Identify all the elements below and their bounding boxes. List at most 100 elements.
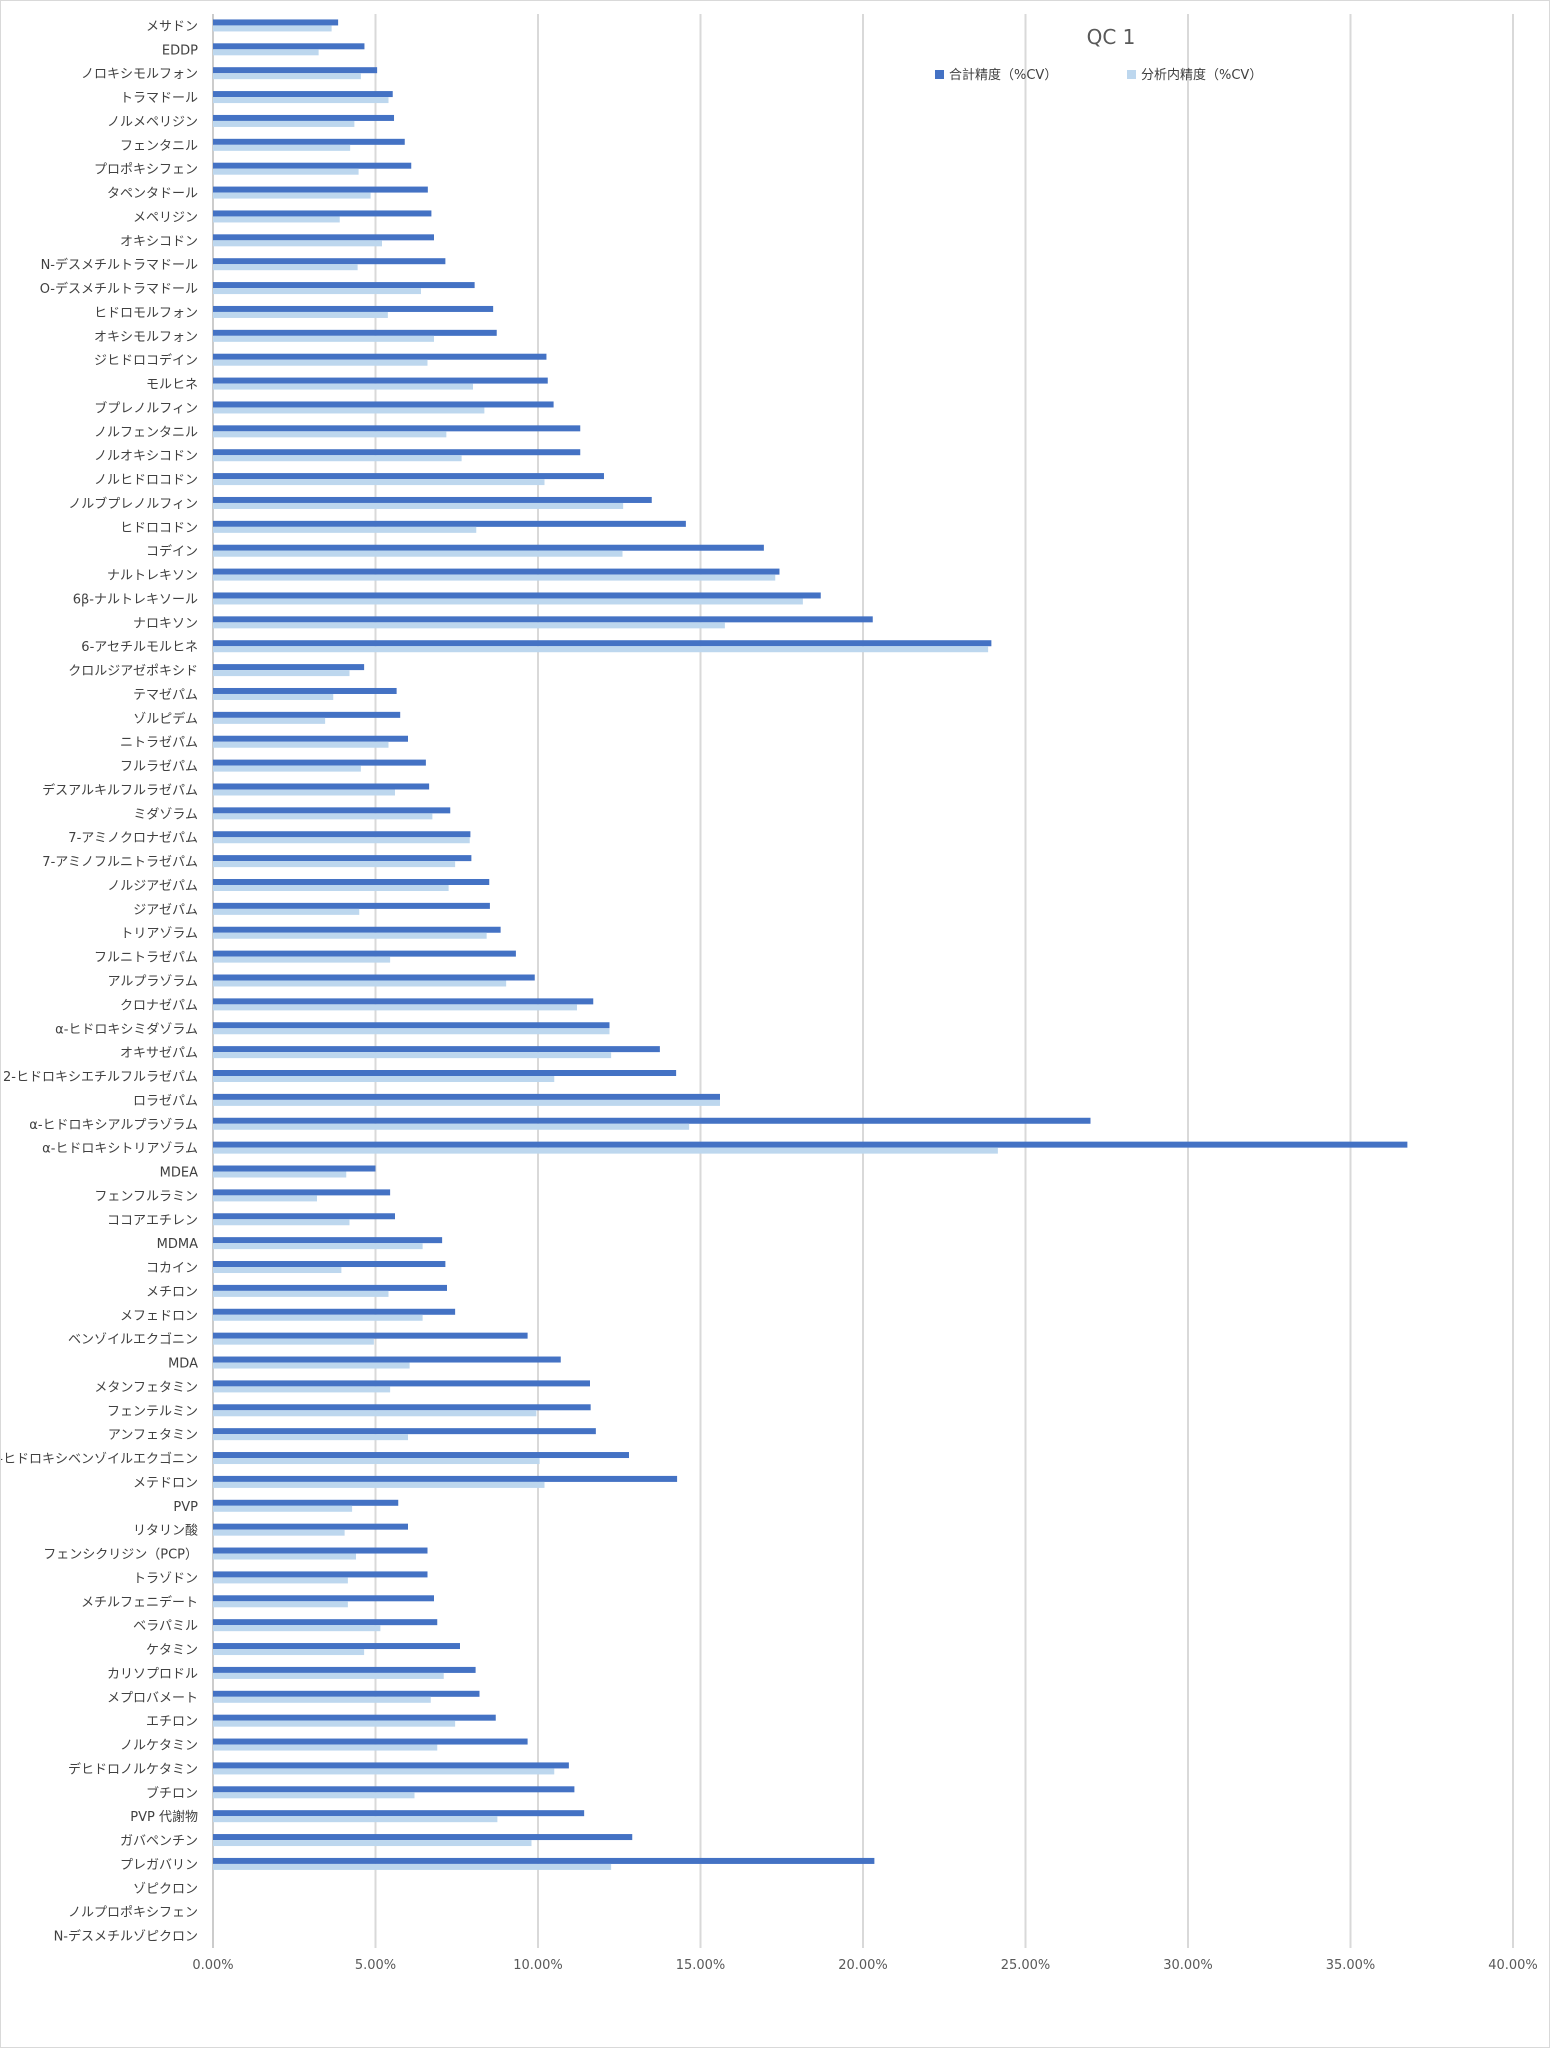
bar-total-precision — [213, 1857, 875, 1864]
bar-total-precision — [213, 1690, 480, 1697]
bar-within-run-precision — [213, 622, 725, 629]
bar-total-precision — [213, 425, 581, 432]
bar-within-run-precision — [213, 1481, 545, 1488]
bar-within-run-precision — [213, 837, 470, 844]
category-label: ヒドロコドン — [120, 521, 198, 536]
bar-total-precision — [213, 902, 490, 909]
bar-within-run-precision — [213, 1171, 347, 1178]
bar-within-run-precision — [213, 1458, 540, 1465]
bar-total-precision — [213, 449, 581, 456]
bar-within-run-precision — [213, 717, 326, 724]
bar-within-run-precision — [213, 598, 803, 605]
bar-total-precision — [213, 807, 451, 814]
category-label: フルニトラゼパム — [94, 951, 198, 966]
bar-within-run-precision — [213, 1123, 690, 1130]
category-label: トラゾドン — [133, 1571, 198, 1586]
category-label: クロナゼパム — [120, 998, 198, 1013]
bar-within-run-precision — [213, 1840, 532, 1847]
bar-total-precision — [213, 305, 494, 312]
bar-total-precision — [213, 43, 365, 50]
category-label: ナルトレキソン — [107, 569, 198, 584]
category-label: O-デスメチルトラマドール — [40, 281, 198, 297]
bar-within-run-precision — [213, 550, 623, 557]
bar-within-run-precision — [213, 25, 332, 32]
category-label: ノルフェンタニル — [94, 425, 198, 440]
bar-within-run-precision — [213, 1219, 350, 1226]
bar-total-precision — [213, 1499, 399, 1506]
category-label: N-デスメチルゾピクロン — [54, 1929, 198, 1945]
bar-total-precision — [213, 1332, 528, 1339]
bar-total-precision — [213, 735, 408, 742]
bar-total-precision — [213, 114, 395, 121]
category-label: メタンフェタミン — [94, 1380, 198, 1395]
bar-within-run-precision — [213, 73, 361, 80]
bar-total-precision — [213, 329, 497, 336]
category-label: ジヒドロコデイン — [94, 353, 198, 369]
bar-total-precision — [213, 1404, 591, 1411]
bar-within-run-precision — [213, 956, 391, 963]
category-label: プロポキシフェン — [94, 163, 198, 178]
bar-total-precision — [213, 1810, 585, 1817]
bar-total-precision — [213, 664, 365, 671]
category-label: MDMA — [157, 1237, 198, 1252]
bars — [213, 19, 1408, 1870]
category-label: PVP — [173, 1500, 198, 1515]
bar-within-run-precision — [213, 1028, 610, 1035]
category-label: 6-アセチルモルヒネ — [81, 640, 198, 655]
chart-title: QC 1 — [1087, 25, 1136, 49]
bar-within-run-precision — [213, 1505, 353, 1512]
bar-total-precision — [213, 91, 393, 98]
category-label: メプロバメート — [107, 1691, 198, 1706]
category-label: クロルジアゼポキシド — [68, 664, 198, 679]
bar-total-precision — [213, 1762, 569, 1769]
category-label: 7-アミノクロナゼパム — [68, 831, 198, 846]
bar-within-run-precision — [213, 49, 319, 56]
bar-within-run-precision — [213, 1863, 612, 1870]
category-label: メペリジン — [133, 210, 198, 225]
category-label: メフェドロン — [120, 1309, 198, 1324]
bar-within-run-precision — [213, 1720, 456, 1727]
category-label: オキシコドン — [120, 234, 198, 249]
bar-within-run-precision — [213, 335, 434, 342]
category-label: N-デスメチルトラマドール — [41, 257, 198, 273]
category-label: メテドロン — [133, 1476, 198, 1491]
bar-within-run-precision — [213, 1744, 438, 1751]
bar-total-precision — [213, 1571, 428, 1578]
category-label: ブプレノルフィン — [94, 400, 198, 416]
bar-within-run-precision — [213, 908, 360, 915]
bar-total-precision — [213, 1714, 496, 1721]
category-label: ニトラゼパム — [120, 736, 198, 751]
bar-within-run-precision — [213, 1625, 381, 1632]
category-label: ロラゼパム — [133, 1094, 198, 1109]
category-label: カリソプロドル — [107, 1667, 198, 1682]
legend-swatch-within-run — [1127, 70, 1136, 79]
bar-within-run-precision — [213, 1601, 348, 1608]
category-label: コカイン — [146, 1261, 198, 1276]
bar-total-precision — [213, 568, 780, 575]
bar-within-run-precision — [213, 168, 359, 175]
bar-within-run-precision — [213, 1267, 342, 1274]
bar-within-run-precision — [213, 359, 428, 366]
bar-within-run-precision — [213, 1314, 423, 1321]
bar-total-precision — [213, 67, 378, 74]
category-label: ベラパミル — [133, 1619, 198, 1634]
category-label: MDA — [168, 1357, 198, 1372]
bar-within-run-precision — [213, 502, 624, 509]
bar-total-precision — [213, 210, 432, 217]
category-label: ナロキソン — [133, 616, 198, 631]
category-label: ブチロン — [146, 1785, 198, 1801]
bar-total-precision — [213, 473, 604, 480]
bar-within-run-precision — [213, 1004, 577, 1011]
category-label: ノルプロポキシフェン — [68, 1906, 198, 1921]
bar-total-precision — [213, 1165, 376, 1172]
bar-total-precision — [213, 1046, 660, 1053]
category-label: フルラゼパム — [120, 760, 198, 775]
bar-within-run-precision — [213, 884, 449, 891]
bar-total-precision — [213, 783, 430, 790]
bar-total-precision — [213, 1452, 629, 1459]
category-label: コデイン — [146, 544, 198, 560]
bar-total-precision — [213, 616, 873, 623]
category-label: ノロキシモルフォン — [81, 67, 198, 82]
